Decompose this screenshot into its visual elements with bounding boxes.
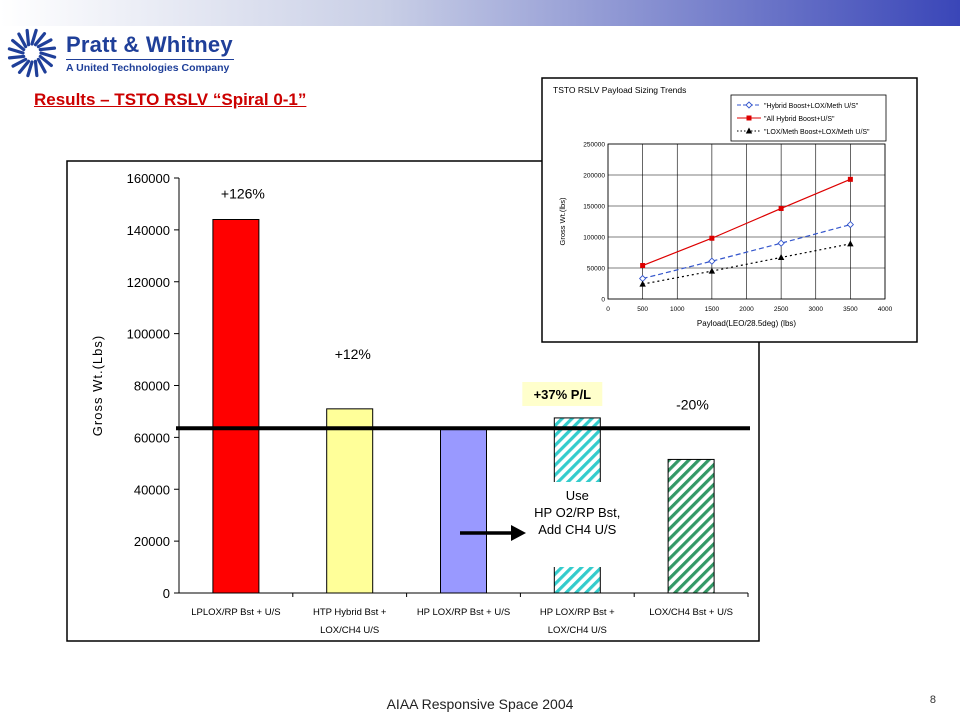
- brand-tagline: A United Technologies Company: [66, 62, 230, 74]
- slide-footer: AIAA Responsive Space 2004: [386, 696, 574, 712]
- note-line: HP O2/RP Bst,: [534, 505, 620, 520]
- payload-label: +37% P/L: [534, 387, 592, 402]
- payload-sizing-trend-chart: TSTO RSLV Payload Sizing Trends "Hybrid B…: [541, 77, 918, 343]
- series-point: [640, 263, 646, 269]
- inset-x-tick-label: 1000: [670, 306, 685, 313]
- inset-y-tick-label: 150000: [583, 204, 605, 211]
- bar: [667, 458, 715, 594]
- logo-ray: [25, 28, 31, 47]
- inset-y-tick-label: 50000: [587, 266, 605, 273]
- y-tick-label: 140000: [127, 223, 170, 238]
- series-point: [847, 240, 854, 247]
- inset-y-axis-title: Gross Wt.(lbs): [558, 197, 567, 245]
- legend-label: "Hybrid Boost+LOX/Meth U/S": [764, 103, 859, 110]
- logo-ray: [36, 38, 53, 49]
- inset-title: TSTO RSLV Payload Sizing Trends: [553, 85, 686, 95]
- inset-x-tick-label: 3500: [843, 306, 858, 313]
- x-category-label: HTP Hybrid Bst +: [313, 607, 387, 618]
- x-category-label: LOX/CH4 U/S: [548, 625, 607, 636]
- inset-x-tick-label: 500: [637, 306, 648, 313]
- series-point: [778, 205, 784, 211]
- note-line: Use: [566, 488, 589, 503]
- legend-label: "LOX/Meth Boost+LOX/Meth U/S": [764, 129, 870, 136]
- note-box: [532, 482, 623, 567]
- bar-change-label: -20%: [676, 396, 709, 412]
- brand-divider: [66, 59, 234, 60]
- logo-center: [26, 47, 38, 59]
- y-tick-label: 40000: [134, 482, 170, 497]
- arrow-head: [511, 525, 526, 541]
- logo-ray: [38, 54, 53, 68]
- y-axis-title: Gross Wt.(Lbs): [90, 335, 105, 436]
- series-point: [745, 127, 753, 134]
- series-point: [777, 253, 785, 260]
- series-point: [708, 267, 716, 274]
- logo-ray: [26, 60, 34, 78]
- slide-title: Results – TSTO RSLV “Spiral 0-1”: [34, 90, 307, 109]
- brand-logo: Pratt & Whitney A United Technologies Co…: [6, 28, 236, 78]
- inset-x-tick-label: 0: [606, 306, 610, 313]
- logo-ray: [7, 54, 26, 60]
- bar-change-label: +12%: [335, 346, 371, 362]
- y-tick-label: 160000: [127, 171, 170, 186]
- logo-ray: [17, 32, 28, 49]
- logo-ray: [17, 59, 31, 74]
- inset-x-axis-title: Payload(LEO/28.5deg) (lbs): [697, 319, 797, 328]
- logo-ray: [33, 59, 39, 78]
- brand-name: Pratt & Whitney: [66, 32, 233, 57]
- y-tick-label: 120000: [127, 275, 170, 290]
- series-point: [709, 235, 715, 241]
- y-tick-label: 80000: [134, 379, 170, 394]
- logo-ray: [7, 47, 25, 55]
- bar-change-label: +126%: [221, 186, 265, 202]
- series-point: [847, 176, 853, 182]
- series-line: [642, 243, 851, 285]
- logo-ray: [39, 51, 57, 59]
- note-line: Add CH4 U/S: [538, 522, 616, 537]
- legend-label: "All Hybrid Boost+U/S": [764, 116, 835, 123]
- series-point: [746, 115, 752, 121]
- inset-x-tick-label: 2000: [739, 306, 754, 313]
- logo-ray: [11, 38, 26, 52]
- bar: [212, 219, 260, 594]
- series-point: [777, 239, 785, 247]
- logo-ray: [30, 28, 38, 46]
- logo-ray: [38, 46, 57, 52]
- inset-x-tick-label: 2500: [774, 306, 789, 313]
- series-point: [639, 280, 646, 287]
- series-line: [642, 224, 851, 280]
- series-point: [745, 101, 753, 109]
- payload-label-bg: [522, 382, 603, 406]
- y-tick-label: 100000: [127, 327, 170, 342]
- series-point: [708, 257, 716, 265]
- series-point: [846, 220, 855, 229]
- x-category-label: LOX/CH4 U/S: [320, 625, 379, 636]
- x-category-label: HP LOX/RP Bst +: [540, 607, 615, 618]
- title-gradient-bar: [0, 0, 960, 26]
- inset-x-tick-label: 3000: [809, 306, 824, 313]
- pw-eagle-logo-icon: [7, 28, 57, 78]
- y-tick-label: 60000: [134, 430, 170, 445]
- inset-x-tick-label: 4000: [878, 306, 893, 313]
- logo-ray: [36, 57, 47, 74]
- inset-y-tick-label: 100000: [583, 235, 605, 242]
- page-number: 8: [929, 694, 936, 706]
- inset-y-tick-label: 250000: [583, 142, 605, 149]
- inset-y-tick-label: 0: [601, 297, 605, 304]
- bar: [440, 427, 487, 594]
- x-category-label: LOX/CH4 Bst + U/S: [649, 607, 733, 618]
- logo-ray: [33, 32, 47, 47]
- x-category-label: LPLOX/RP Bst + U/S: [191, 607, 280, 618]
- inset-y-tick-label: 200000: [583, 173, 605, 180]
- y-tick-label: 20000: [134, 534, 170, 549]
- inset-x-tick-label: 1500: [705, 306, 720, 313]
- x-category-label: HP LOX/RP Bst + U/S: [417, 607, 510, 618]
- y-tick-label: 0: [163, 586, 170, 601]
- series-line: [642, 178, 851, 267]
- logo-ray: [11, 57, 28, 68]
- bar: [326, 408, 374, 594]
